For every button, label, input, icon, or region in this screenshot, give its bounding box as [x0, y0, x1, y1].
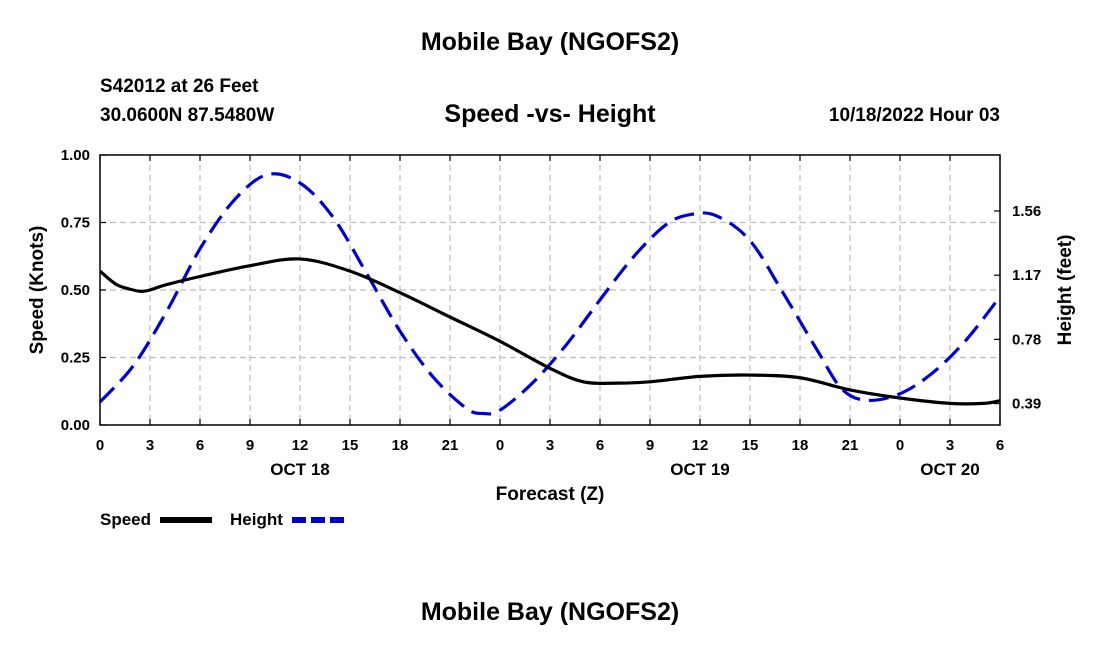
y-tick-label: 0.50	[61, 282, 90, 299]
x-tick-label: 6	[596, 437, 604, 454]
x-tick-label: 0	[896, 437, 904, 454]
x-tick-label: 21	[842, 437, 859, 454]
footer-title: Mobile Bay (NGOFS2)	[420, 598, 680, 626]
x-tick-label: 12	[292, 437, 309, 454]
x-tick-label: 3	[546, 437, 554, 454]
speed-series-line	[98, 257, 1001, 406]
x-tick-label: 9	[646, 437, 654, 454]
x-axis-title: Forecast (Z)	[496, 484, 605, 505]
x-tick-label: 12	[692, 437, 709, 454]
grid	[100, 155, 1000, 425]
x-tick-label: 15	[342, 437, 359, 454]
chart-subtitle: Speed -vs- Height	[444, 100, 656, 128]
y2-tick-label: 1.56	[1012, 203, 1041, 220]
x-tick-label: 18	[792, 437, 809, 454]
y-tick-label: 1.00	[61, 147, 90, 164]
x-tick-label: 3	[946, 437, 954, 454]
y2-tick-label: 0.78	[1012, 331, 1041, 348]
date-label: OCT 20	[920, 460, 980, 479]
chart-title: Mobile Bay (NGOFS2)	[420, 28, 680, 56]
date-label: OCT 19	[670, 460, 730, 479]
x-tick-label: 6	[996, 437, 1004, 454]
x-tick-label: 0	[96, 437, 104, 454]
x-tick-label: 3	[146, 437, 154, 454]
y2-axis-title: Height (feet)	[1055, 235, 1076, 346]
x-tick-label: 6	[196, 437, 204, 454]
station-label: S42012 at 26 Feet	[100, 76, 259, 97]
y-tick-label: 0.75	[61, 215, 90, 232]
y-tick-label: 0.25	[61, 350, 90, 367]
legend: Speed Height	[100, 510, 344, 529]
legend-label-speed: Speed	[100, 510, 151, 529]
x-tick-label: 15	[742, 437, 759, 454]
axes: 0 3 6 9 12 15 18 21 0 3 6 9 12 15 18 21 0 3 6 0.00 0.25 0.50 0…	[61, 147, 1041, 479]
y-axis-title: Speed (Knots)	[27, 226, 48, 355]
y-tick-label: 0.00	[61, 417, 90, 434]
legend-label-height: Height	[230, 510, 283, 529]
x-tick-label: 9	[246, 437, 254, 454]
y2-tick-label: 1.17	[1012, 267, 1041, 284]
x-tick-label: 0	[496, 437, 504, 454]
series-layer	[98, 172, 1002, 416]
y2-tick-label: 0.39	[1012, 396, 1041, 413]
forecast-datetime: 10/18/2022 Hour 03	[828, 105, 1000, 126]
coordinates-label: 30.0600N 87.5480W	[100, 105, 275, 126]
x-tick-label: 21	[442, 437, 459, 454]
height-series-line	[98, 172, 1002, 416]
x-tick-label: 18	[392, 437, 409, 454]
date-label: OCT 18	[270, 460, 330, 479]
